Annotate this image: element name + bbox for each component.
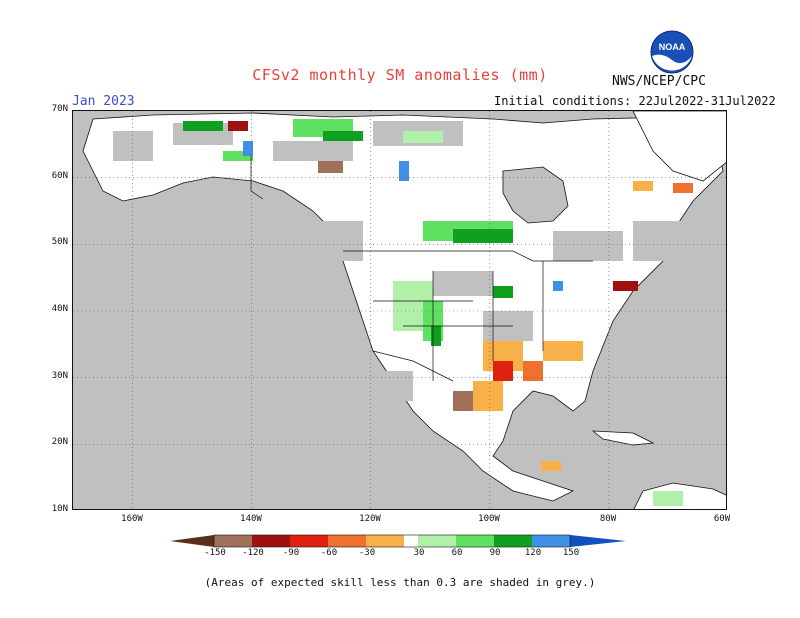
map-panel [72,110,727,510]
colorbar-label: -90 [282,548,300,558]
lon-label: 120W [359,514,381,524]
lat-label: 20N [51,437,68,447]
colorbar-swatch [418,535,456,547]
graticule [73,111,726,509]
colorbar-label: -120 [242,548,264,558]
colorbar-swatch [290,535,328,547]
colorbar-swatch [404,535,418,547]
agency-label: NWS/NCEP/CPC [612,74,706,89]
colorbar-label: -60 [320,548,338,558]
lat-label: 70N [51,104,68,114]
colorbar [170,534,626,548]
logo-text: NOAA [659,42,686,52]
colorbar-swatch [214,535,252,547]
greenland-edge [632,111,726,182]
colorbar-swatch [532,535,570,547]
lat-label: 40N [51,304,68,314]
colorbar-swatch [456,535,494,547]
cuba [591,430,655,446]
lon-label: 80W [599,514,617,524]
colorbar-label: -150 [204,548,226,558]
colorbar-label: 150 [562,548,580,558]
political-borders [250,156,593,382]
lat-label: 10N [51,504,68,514]
hudson-bay [502,166,569,224]
lon-label: 140W [240,514,262,524]
initial-conditions: Initial conditions: 22Jul2022-31Jul2022 [494,94,776,108]
forecast-month: Jan 2023 [72,94,135,109]
colorbar-arrow-high [570,535,626,547]
anomaly-cells [183,119,693,506]
colorbar-swatch [328,535,366,547]
colorbar-arrow-low [170,535,214,547]
colorbar-label: 30 [413,548,425,558]
lat-label: 30N [51,371,68,381]
skill-footnote: (Areas of expected skill less than 0.3 a… [204,576,596,589]
colorbar-swatch [366,535,404,547]
lon-label: 60W [713,514,731,524]
colorbar-label: 60 [451,548,463,558]
colorbar-swatch [252,535,290,547]
colorbar-label: -30 [358,548,376,558]
lat-label: 60N [51,171,68,181]
colorbar-swatch [494,535,532,547]
colorbar-label: 90 [489,548,501,558]
map-svg [73,111,726,509]
lon-label: 100W [478,514,500,524]
colorbar-label: 120 [524,548,542,558]
map-title: CFSv2 monthly SM anomalies (mm) [252,66,548,84]
lon-label: 160W [121,514,143,524]
noaa-logo-icon: NOAA [650,30,694,74]
lat-label: 50N [51,237,68,247]
